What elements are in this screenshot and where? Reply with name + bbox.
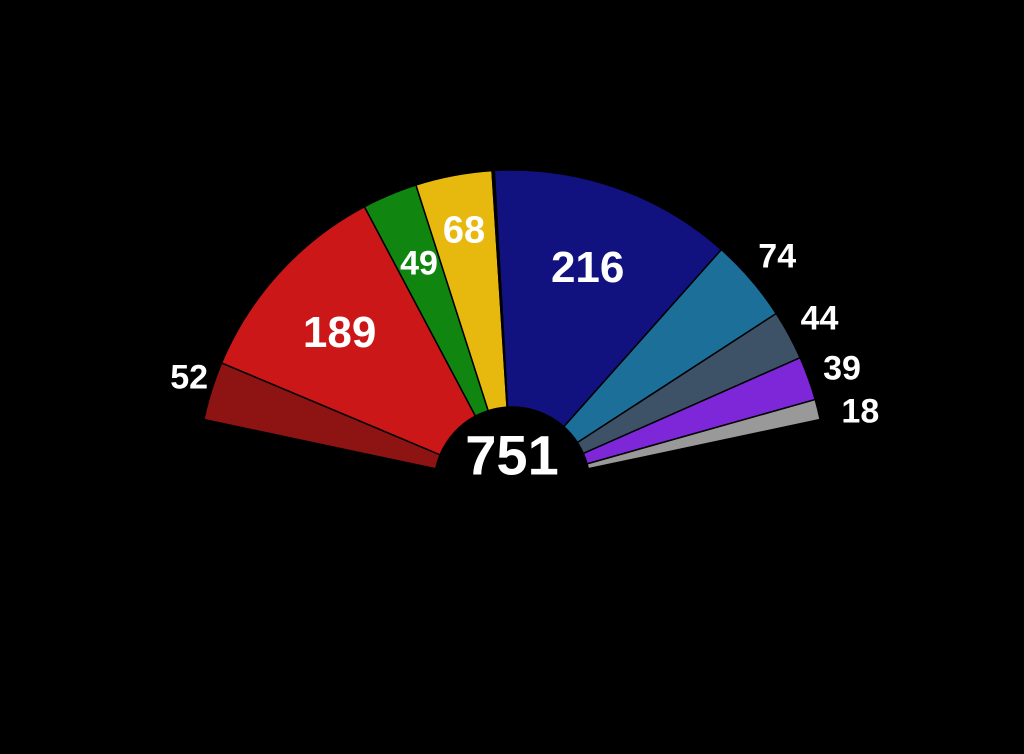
segment-label-6: 74 bbox=[758, 238, 796, 277]
center-total-label: 751 bbox=[465, 423, 558, 488]
segment-label-2: 49 bbox=[400, 245, 438, 284]
semicircle-donut-chart: 751 52 189 4968 216 7444 3918 bbox=[0, 0, 1024, 754]
segment-label-9: 18 bbox=[841, 392, 879, 431]
segment-label-5: 216 bbox=[551, 243, 624, 293]
segment-label-3: 68 bbox=[443, 210, 485, 253]
segment-label-8: 39 bbox=[823, 350, 861, 389]
segment-label-1: 189 bbox=[303, 308, 376, 358]
chart-svg bbox=[0, 0, 1024, 754]
segment-label-0: 52 bbox=[170, 358, 208, 397]
segment-label-7: 44 bbox=[801, 299, 839, 338]
